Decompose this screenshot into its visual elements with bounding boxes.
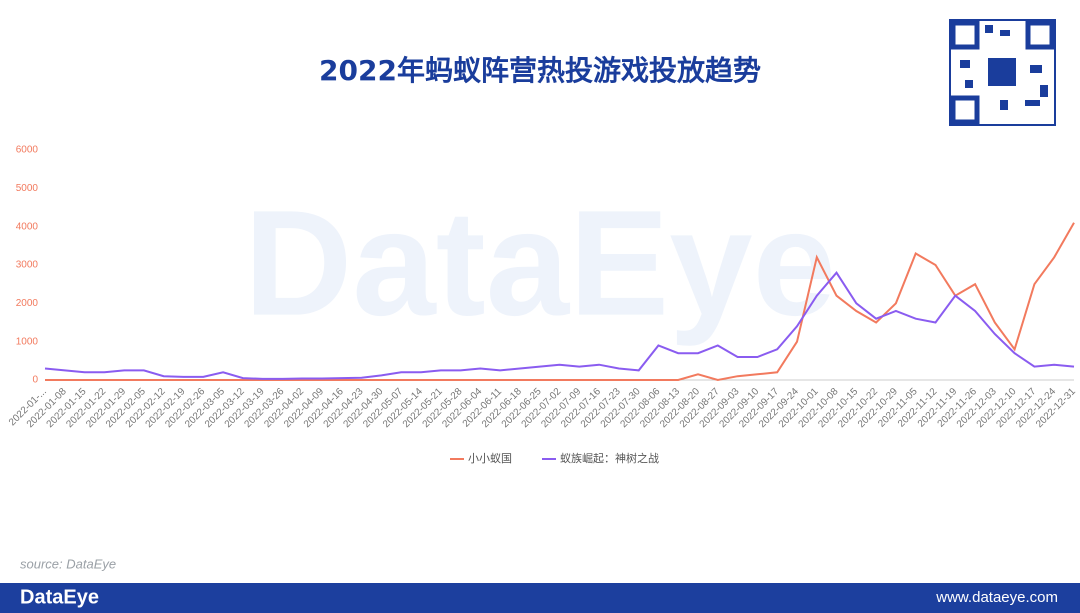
series-line bbox=[45, 222, 1075, 382]
footer-bar bbox=[0, 583, 1080, 613]
legend-label: 蚁族崛起：神树之战 bbox=[560, 451, 659, 465]
y-tick-label: 6000 bbox=[16, 145, 39, 156]
y-tick-label: 5000 bbox=[16, 183, 39, 194]
watermark: DataEye bbox=[244, 179, 836, 347]
chart-title: 2022年蚂蚁阵营热投游戏投放趋势 bbox=[319, 54, 761, 87]
y-tick-label: 3000 bbox=[16, 260, 39, 271]
footer-url: www.dataeye.com bbox=[935, 589, 1058, 606]
y-tick-label: 1000 bbox=[16, 336, 39, 347]
footer-brand: DataEye bbox=[20, 586, 99, 608]
source: source: DataEye bbox=[20, 556, 116, 571]
series-line bbox=[44, 271, 1075, 380]
y-tick-label: 0 bbox=[32, 375, 38, 386]
y-tick-label: 4000 bbox=[16, 221, 39, 232]
legend-label: 小小蚁国 bbox=[468, 452, 512, 465]
y-tick-label: 2000 bbox=[16, 298, 39, 309]
qr-code bbox=[949, 19, 1056, 126]
